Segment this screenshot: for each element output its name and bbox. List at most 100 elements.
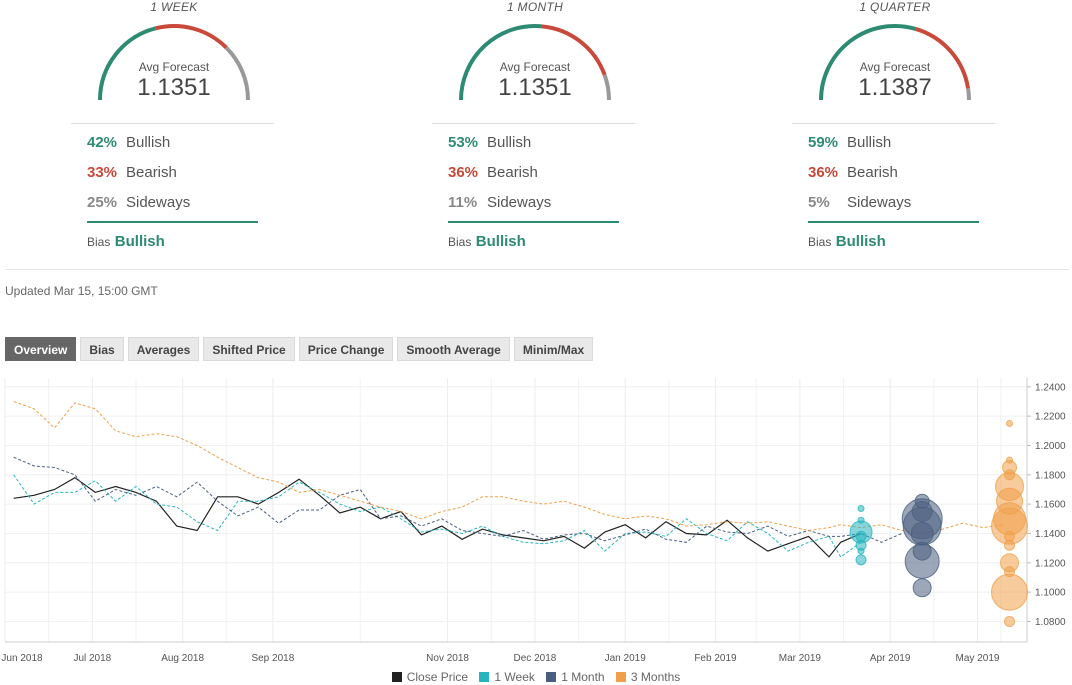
period-title: 1 WEEK — [150, 0, 198, 14]
bias-label: Bias — [448, 235, 472, 249]
sideways-row: 25% Sideways — [87, 194, 190, 211]
forecast-bubbles-month — [901, 493, 943, 598]
legend-swatch — [546, 672, 557, 682]
legend-item-3-months[interactable]: 3 Months — [615, 670, 681, 684]
bias-label: Bias — [87, 235, 111, 249]
bearish-percent: 36% — [448, 164, 479, 181]
chart-legend: Close Price 1 Week 1 Month 3 Months — [0, 670, 1072, 684]
gauge-arc-sideways — [602, 74, 612, 101]
bearish-row: 36% Bearish — [808, 164, 898, 181]
legend-item-1-month[interactable]: 1 Month — [546, 670, 605, 684]
bearish-percent: 33% — [87, 164, 118, 181]
bearish-percent: 36% — [808, 164, 839, 181]
bias-underline — [808, 221, 979, 223]
gauge-arc-bullish — [819, 24, 917, 101]
forecast-bubble[interactable] — [857, 547, 865, 555]
x-tick-label: Aug 2018 — [161, 653, 204, 664]
forecast-bubble[interactable] — [910, 521, 934, 545]
x-tick-label: Jan 2019 — [605, 653, 647, 664]
bullish-row: 59% Bullish — [808, 134, 891, 151]
tab-price-change[interactable]: Price Change — [298, 337, 394, 361]
forecast-gauge — [98, 24, 250, 101]
gauge-arc-bearish — [915, 27, 971, 89]
tab-shifted-price[interactable]: Shifted Price — [203, 337, 295, 361]
period-title: 1 QUARTER — [859, 0, 931, 14]
y-tick-label: 1.1800 — [1035, 470, 1066, 481]
x-tick-label: Sep 2018 — [251, 653, 294, 664]
legend-label: 1 Week — [494, 670, 535, 684]
forecast-bubble[interactable] — [855, 554, 867, 566]
x-tick-label: Nov 2018 — [426, 653, 469, 664]
forecast-bubble[interactable] — [912, 578, 932, 598]
bullish-percent: 42% — [87, 134, 118, 151]
y-tick-label: 1.1400 — [1035, 529, 1066, 540]
forecast-bubble[interactable] — [1006, 419, 1014, 427]
bullish-percent: 53% — [448, 134, 479, 151]
tab-overview[interactable]: Overview — [5, 337, 77, 361]
tab-averages[interactable]: Averages — [127, 337, 200, 361]
avg-forecast-label: Avg Forecast — [499, 60, 571, 74]
updated-timestamp: Updated Mar 15, 15:00 GMT — [5, 284, 158, 298]
series-line-3-months — [13, 401, 1004, 535]
y-tick-label: 1.2000 — [1035, 441, 1066, 452]
divider — [432, 123, 635, 124]
avg-forecast-value: 1.1351 — [498, 74, 572, 101]
bias-value: Bullish — [475, 233, 526, 250]
legend-label: Close Price — [406, 670, 469, 684]
series-line-1-month — [13, 456, 902, 543]
bearish-row: 33% Bearish — [87, 164, 177, 181]
chart-tabs: Overview Bias Averages Shifted Price Pri… — [5, 337, 597, 361]
x-tick-label: Jun 2018 — [1, 653, 43, 664]
tab-minim-max[interactable]: Minim/Max — [513, 337, 594, 361]
bias-value: Bullish — [835, 233, 886, 250]
forecast-bubble[interactable] — [991, 573, 1029, 611]
vertical-gridlines — [4, 378, 1002, 642]
sideways-percent: 5% — [808, 194, 830, 211]
avg-forecast-label: Avg Forecast — [859, 60, 931, 74]
legend-item-1-week[interactable]: 1 Week — [479, 670, 535, 684]
x-tick-label: Apr 2019 — [870, 653, 911, 664]
sideways-label: Sideways — [847, 194, 912, 211]
series-line-close-price — [13, 476, 862, 558]
avg-forecast-value: 1.1387 — [858, 74, 932, 101]
gauge-arc-bearish — [541, 24, 607, 76]
bearish-label: Bearish — [126, 164, 177, 181]
bullish-label: Bullish — [126, 134, 171, 151]
legend-label: 1 Month — [561, 670, 605, 684]
y-tick-label: 1.0800 — [1035, 617, 1066, 628]
sideways-percent: 25% — [87, 194, 118, 211]
y-tick-label: 1.1000 — [1035, 588, 1066, 599]
gauge-arc-sideways — [966, 88, 972, 101]
divider — [792, 123, 995, 124]
sideways-percent: 11% — [448, 194, 478, 211]
avg-forecast-label: Avg Forecast — [138, 60, 210, 74]
gauge-arc-bullish — [459, 24, 543, 101]
forecast-gauge — [819, 24, 972, 101]
avg-forecast-value: 1.1351 — [137, 74, 211, 101]
tab-smooth-average[interactable]: Smooth Average — [397, 337, 510, 361]
legend-item-close-price[interactable]: Close Price — [391, 670, 469, 684]
forecast-bubbles-quarter — [991, 419, 1029, 627]
forecast-bubble[interactable] — [1004, 615, 1016, 627]
bias-label: Bias — [808, 235, 832, 249]
forecast-bubble[interactable] — [857, 505, 865, 513]
bias-underline — [87, 221, 258, 223]
sideways-label: Sideways — [126, 194, 191, 211]
forecast-bubble[interactable] — [904, 543, 940, 579]
bullish-label: Bullish — [487, 134, 532, 151]
y-tick-label: 1.1600 — [1035, 500, 1066, 511]
bullish-row: 53% Bullish — [448, 134, 531, 151]
legend-label: 3 Months — [630, 670, 681, 684]
tab-bias[interactable]: Bias — [80, 337, 124, 361]
bearish-label: Bearish — [847, 164, 898, 181]
bearish-label: Bearish — [487, 164, 538, 181]
legend-swatch — [479, 672, 490, 682]
bearish-row: 36% Bearish — [448, 164, 538, 181]
y-tick-label: 1.1200 — [1035, 558, 1066, 569]
bias: Bias Bullish — [808, 233, 886, 251]
sideways-label: Sideways — [487, 194, 552, 211]
forecast-bubble[interactable] — [1004, 539, 1016, 551]
bullish-row: 42% Bullish — [87, 134, 170, 151]
y-tick-label: 1.2400 — [1035, 382, 1066, 393]
x-tick-label: Jul 2018 — [73, 653, 111, 664]
